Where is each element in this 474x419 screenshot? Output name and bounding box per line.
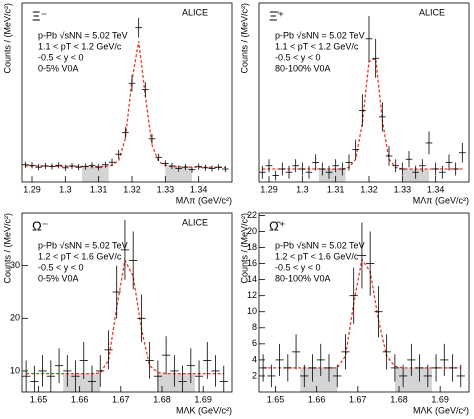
x-tick-label: 1.67 — [349, 394, 367, 404]
fit-curve — [25, 41, 226, 169]
x-tick-label: 1.31 — [90, 184, 108, 194]
info-line: 0-5% V0A — [38, 63, 79, 73]
sideband — [165, 166, 192, 182]
x-tick-label: 1.3 — [59, 184, 72, 194]
x-tick-label: 1.29 — [23, 184, 41, 194]
experiment-label: ALICE — [182, 7, 208, 17]
x-tick-label: 1.32 — [123, 184, 141, 194]
info-line: 80-100% V0A — [275, 63, 331, 73]
y-tick-label: 18 — [247, 242, 257, 252]
sideband — [63, 373, 101, 392]
experiment-label: ALICE — [419, 7, 445, 17]
info-line: p-Pb √sNN = 5.02 TeV — [275, 30, 365, 40]
x-tick-label: 1.3 — [296, 184, 309, 194]
x-tick-label: 1.33 — [394, 184, 412, 194]
x-axis-title: MΛπ (GeV/c²) — [413, 195, 469, 205]
plot-frame — [21, 2, 233, 183]
x-tick-label: 1.69 — [194, 394, 212, 404]
x-tick-label: 1.33 — [157, 184, 175, 194]
particle-label: Ω⁻ — [32, 218, 49, 233]
sideband — [394, 367, 432, 392]
info-line: -0.5 < y < 0 — [275, 262, 321, 272]
y-tick-label: 22 — [247, 210, 257, 220]
info-line: p-Pb √sNN = 5.02 TeV — [38, 30, 128, 40]
y-tick-label: 10 — [247, 306, 257, 316]
x-tick-label: 1.68 — [153, 394, 171, 404]
x-axis-title: MΛπ (GeV/c²) — [176, 195, 232, 205]
panel: 1.29 1.3 1.31 1.32 1.33 1.34 Ξ⁻ ALICE p-Pb √sNN … — [2, 2, 233, 205]
sideband — [82, 166, 109, 182]
sideband — [300, 367, 338, 392]
panel: 1.29 1.3 1.31 1.32 1.33 1.34 Ξ̄⁺ ALICE p-Pb √sNN… — [239, 2, 470, 205]
info-line: p-Pb √sNN = 5.02 TeV — [38, 240, 128, 250]
plot-frame — [21, 212, 233, 393]
x-tick-label: 1.69 — [431, 394, 449, 404]
particle-label: Ξ⁻ — [32, 8, 47, 23]
y-tick-label: 4 — [252, 354, 257, 364]
x-tick-label: 1.29 — [260, 184, 278, 194]
x-tick-label: 1.32 — [360, 184, 378, 194]
info-line: 1.1 < pT < 1.2 GeV/c — [38, 41, 122, 51]
sideband — [157, 373, 195, 392]
particle-label: Ω̄⁺ — [269, 218, 286, 233]
info-line: -0.5 < y < 0 — [38, 262, 84, 272]
x-tick-label: 1.31 — [327, 184, 345, 194]
x-tick-label: 1.34 — [427, 184, 445, 194]
y-tick-label: 30 — [10, 260, 20, 270]
y-tick-label: 10 — [10, 365, 20, 375]
x-axis-title: MΛK (GeV/c²) — [413, 405, 469, 415]
y-axis-title: Counts / (MeV/c²) — [239, 213, 249, 284]
x-tick-label: 1.66 — [71, 394, 89, 404]
y-tick-label: 6 — [252, 338, 257, 348]
y-axis-title: Counts / (MeV/c²) — [2, 213, 12, 284]
x-tick-label: 1.66 — [308, 394, 326, 404]
sideband — [319, 168, 346, 182]
info-line: -0.5 < y < 0 — [275, 52, 321, 62]
info-line: 80-100% V0A — [275, 273, 331, 283]
panel: 1.65 1.66 1.67 1.68 1.69 2 4 6 8 10 12 14 16 18 20 22 Ω̄… — [239, 210, 470, 415]
x-tick-label: 1.67 — [112, 394, 130, 404]
x-tick-label: 1.65 — [30, 394, 48, 404]
y-tick-label: 14 — [247, 274, 257, 284]
panel: 1.65 1.66 1.67 1.68 1.69 10 20 30 Ω⁻ ALICE p-Pb √s… — [2, 212, 233, 415]
y-axis-title: Counts / (MeV/c²) — [2, 3, 12, 74]
x-tick-label: 1.34 — [190, 184, 208, 194]
plot-frame — [258, 2, 470, 183]
plot-frame — [258, 212, 470, 393]
y-tick-label: 20 — [247, 226, 257, 236]
x-tick-label: 1.65 — [267, 394, 285, 404]
y-tick-label: 20 — [10, 313, 20, 323]
y-axis-title: Counts / (MeV/c²) — [239, 3, 249, 74]
info-line: 1.1 < pT < 1.2 GeV/c — [275, 41, 359, 51]
y-tick-label: 8 — [252, 322, 257, 332]
info-line: 1.2 < pT < 1.6 GeV/c — [275, 251, 359, 261]
y-tick-label: 2 — [252, 370, 257, 380]
y-tick-label: 16 — [247, 258, 257, 268]
x-tick-label: 1.68 — [390, 394, 408, 404]
x-axis-title: MΛK (GeV/c²) — [176, 405, 232, 415]
info-line: 1.2 < pT < 1.6 GeV/c — [38, 251, 122, 261]
info-line: p-Pb √sNN = 5.02 TeV — [275, 240, 365, 250]
info-line: 0-5% V0A — [38, 273, 79, 283]
y-tick-label: 12 — [247, 290, 257, 300]
experiment-label: ALICE — [182, 217, 208, 227]
info-line: -0.5 < y < 0 — [38, 52, 84, 62]
particle-label: Ξ̄⁺ — [269, 8, 284, 23]
